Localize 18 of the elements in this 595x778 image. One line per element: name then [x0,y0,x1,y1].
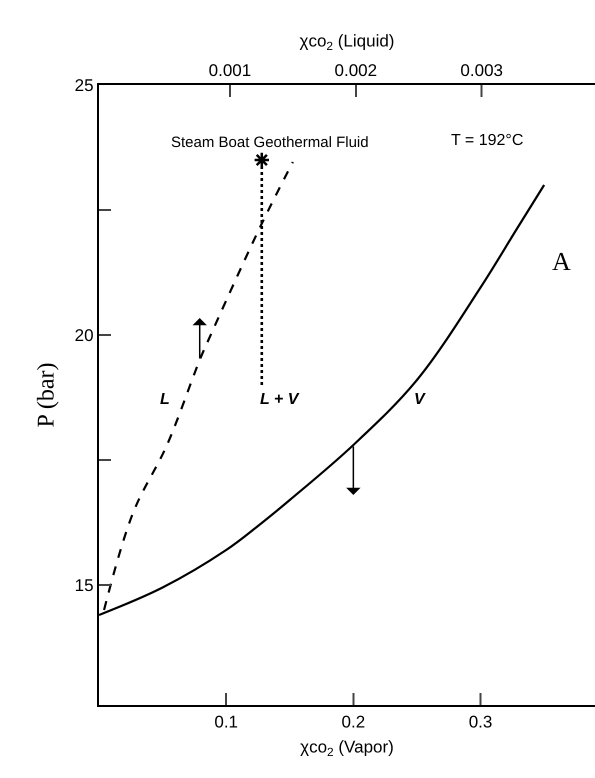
annotation: A [552,247,571,276]
x-axis-title: χco$_{2}$ (Vapor) [300,737,394,759]
x-tick-label: 0.1 [214,712,238,732]
annotation: T = 192°C [451,132,524,149]
x2-tick-label: 0.001 [208,61,252,80]
x-tick-label: 0.2 [342,712,366,732]
annotation: L [160,391,170,408]
annotation: Steam Boat Geothermal Fluid [171,134,369,151]
annotation: V [414,391,426,408]
x2-tick-label: 0.003 [460,61,503,80]
y-tick-label: 20 [74,326,94,345]
y-axis-title: P (bar) [33,362,60,428]
x2-tick-label: 0.002 [334,61,378,80]
y-tick-label: 15 [74,576,94,595]
x2-axis-title: χco$_{2}$ (Liquid) [300,31,394,53]
annotation: L + V [260,391,300,408]
y-tick-label: 25 [74,76,94,95]
x-tick-label: 0.3 [468,712,492,732]
